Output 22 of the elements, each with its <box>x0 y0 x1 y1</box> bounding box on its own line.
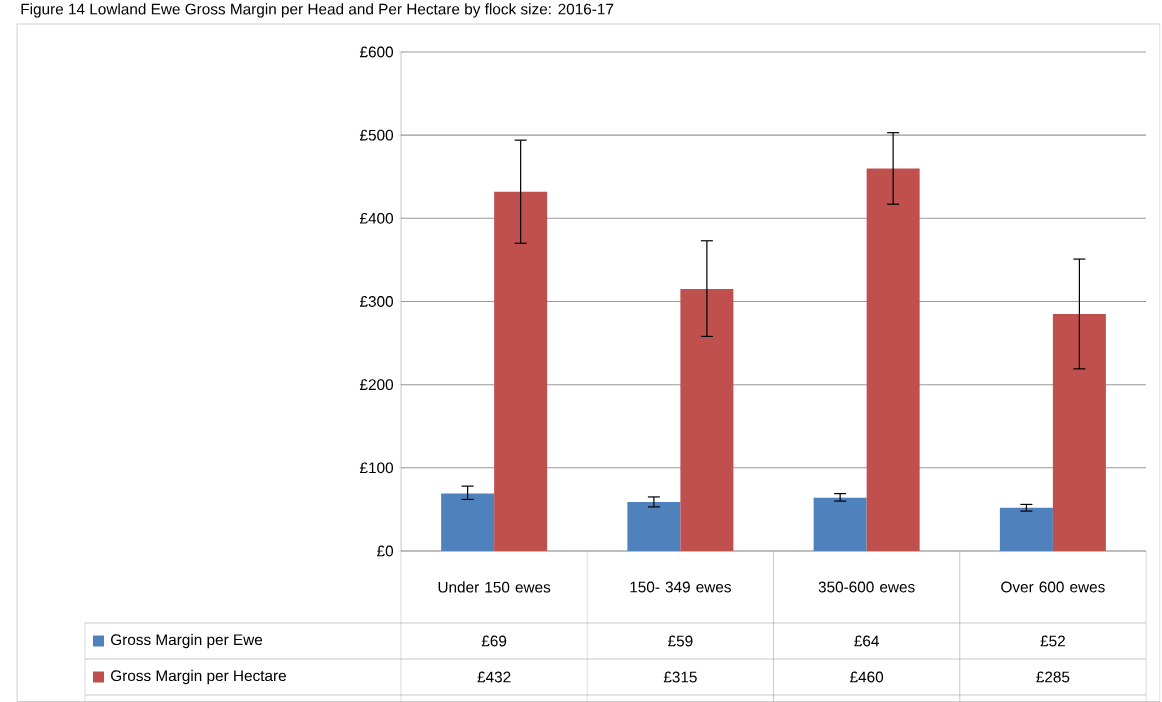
chart-title: Figure 14 Lowland Ewe Gross Margin per Head and Per Hectare by flock size: 2016-17 <box>21 3 614 18</box>
y-tick-label: £300 <box>359 295 394 307</box>
x-tick-label: 150- 349 ewes <box>630 581 731 593</box>
data-label: £59 <box>668 635 693 647</box>
data-label: £315 <box>663 671 697 683</box>
y-tick-label: £100 <box>359 462 394 474</box>
data-label: £285 <box>1036 671 1070 683</box>
data-label: £52 <box>1040 635 1065 647</box>
x-tick-label: Over 600 ewes <box>1001 581 1105 593</box>
data-label: £64 <box>854 635 879 647</box>
legend-label: Gross Margin per Hectare <box>111 669 286 685</box>
x-tick-label: Under 150 ewes <box>438 581 551 593</box>
data-label: £432 <box>477 671 511 683</box>
legend-label: Gross Margin per Ewe <box>111 633 263 649</box>
y-tick-label: £500 <box>359 129 394 141</box>
y-tick-label: £0 <box>377 545 394 557</box>
data-label: £69 <box>481 635 507 647</box>
y-tick-label: £600 <box>359 46 394 58</box>
x-tick-label: 350-600 ewes <box>818 581 915 593</box>
data-label: £460 <box>850 671 884 683</box>
y-tick-label: £200 <box>359 379 394 390</box>
y-tick-label: £400 <box>359 212 394 224</box>
